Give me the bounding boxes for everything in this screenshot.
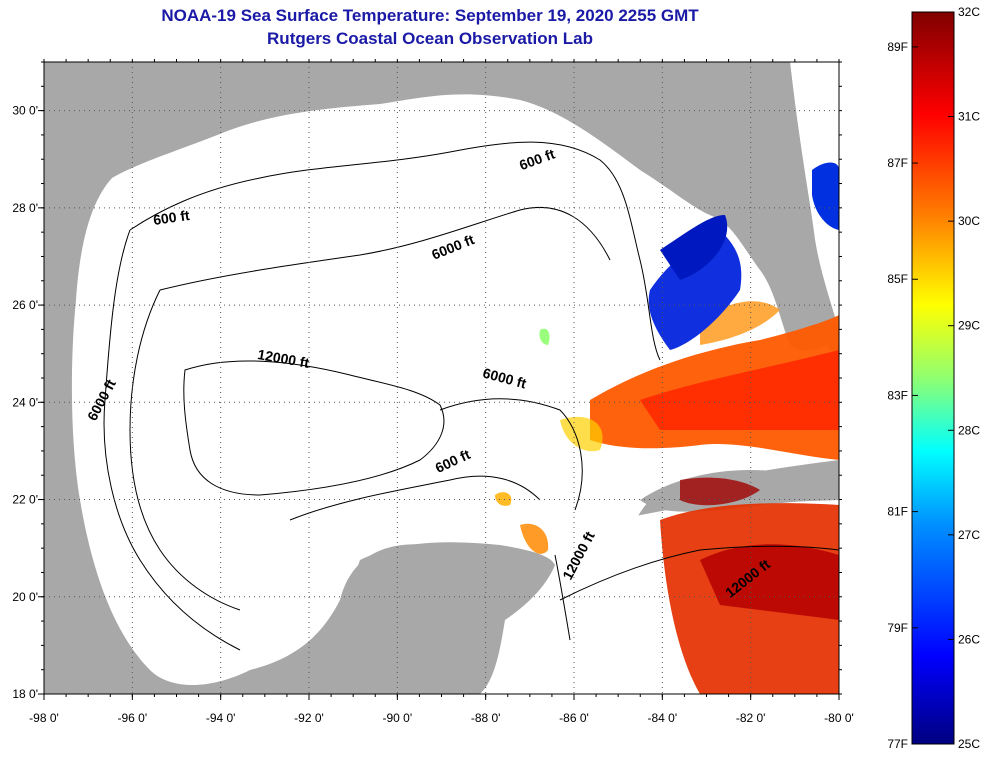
lat-tick-label: 30 0' [12,104,38,118]
contour-6000ft-east [439,398,583,511]
lat-lon-grid [44,62,839,694]
lon-tick-label: -86 0' [559,711,589,725]
lat-tick-label: 24 0' [12,395,38,409]
lon-tick-label: -96 0' [118,711,148,725]
lat-tick-label: 22 0' [12,493,38,507]
colorbar-label-c: 25C [958,737,980,751]
colorbar-label-f: 89F [887,40,908,54]
lat-tick-label: 28 0' [12,201,38,215]
colorbar: 32C 31C 30C 29C 28C 27C 26C 25C 89F 87F 85F 83F 81F 7… [887,5,980,751]
lon-tick-label: -82 0' [736,711,766,725]
lon-tick-label: -90 0' [383,711,413,725]
contour-600ft [129,141,661,361]
lon-tick-label: -80 0' [824,711,854,725]
contour-600ft-yucatan [289,475,541,521]
contour-12000ft [183,360,445,496]
colorbar-label-c: 26C [958,632,980,646]
depth-contours [103,141,839,651]
contour-6000ft-west [129,289,241,611]
colorbar-label-c: 29C [958,319,980,333]
colorbar-label-f: 87F [887,156,908,170]
lat-tick-label: 20 0' [12,590,38,604]
colorbar-label-c: 30C [958,214,980,228]
lat-tick-label: 26 0' [12,298,38,312]
florida-land [696,62,835,351]
colorbar-label-c: 28C [958,423,980,437]
lon-tick-label: -84 0' [648,711,678,725]
colorbar-label-c: 27C [958,528,980,542]
lon-tick-label: -88 0' [471,711,501,725]
gulf-water [71,94,839,694]
colorbar-label-c: 32C [958,5,980,19]
contour-600ft-west [103,229,241,651]
map-title: NOAA-19 Sea Surface Temperature: Septemb… [161,6,699,25]
map-subtitle: Rutgers Coastal Ocean Observation Lab [267,29,593,48]
colorbar-label-f: 83F [887,388,908,402]
contour-label: 600 ft [152,207,191,228]
colorbar-label-f: 79F [887,621,908,635]
sst-overlay [495,162,839,694]
lon-tick-label: -98 0' [29,711,59,725]
colorbar-label-c: 31C [958,110,980,124]
axis-ticks: -98 0' -96 0' -94 0' -92 0' -90 0' -88 0' -86 … [12,59,854,725]
colorbar-label-f: 85F [887,272,908,286]
colorbar-label-f: 81F [887,505,908,519]
colorbar-label-f: 77F [887,737,908,751]
contour-12000ft-cayman [559,545,839,601]
colorbar-gradient [911,11,955,745]
lon-tick-label: -92 0' [294,711,324,725]
colorbar-labels: 32C 31C 30C 29C 28C 27C 26C 25C 89F 87F 85F 83F 81F 7… [887,5,980,751]
lat-tick-label: 18 0' [12,687,38,701]
yucatan-land [330,542,555,694]
contour-12000ft-east [554,554,571,641]
lon-tick-label: -94 0' [206,711,236,725]
contour-6000ft [159,206,611,291]
